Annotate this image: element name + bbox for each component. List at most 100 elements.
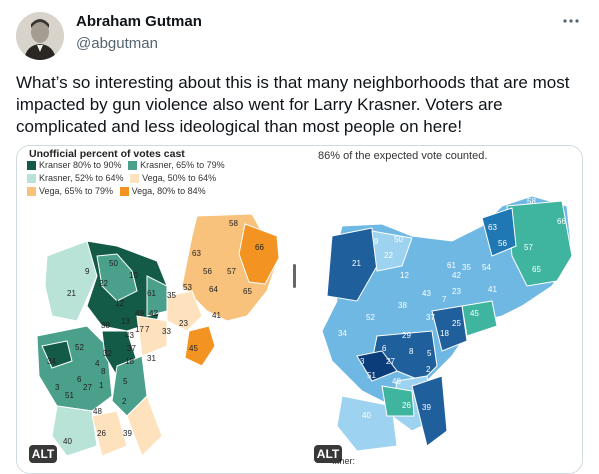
legend-label: Krasner, 65% to 79%: [140, 160, 225, 170]
author-handle[interactable]: @abgutman: [76, 35, 158, 52]
svg-text:6: 6: [77, 375, 82, 384]
svg-text:61: 61: [147, 289, 156, 298]
svg-text:13: 13: [121, 317, 130, 326]
svg-text:7: 7: [442, 295, 447, 304]
left-map-image[interactable]: Unofficial percent of votes cast Kranser…: [17, 146, 300, 473]
svg-text:23: 23: [179, 319, 188, 328]
legend-swatch: [130, 174, 140, 183]
right-legend-partial: ...ner:: [332, 456, 582, 466]
legend-label: Krasner, 52% to 64%: [39, 173, 124, 183]
svg-text:57: 57: [227, 267, 236, 276]
svg-text:26: 26: [402, 401, 411, 410]
svg-text:22: 22: [384, 251, 393, 260]
svg-text:18: 18: [125, 357, 134, 366]
svg-text:58: 58: [229, 219, 238, 228]
svg-text:2: 2: [122, 397, 127, 406]
avatar[interactable]: [16, 12, 64, 60]
svg-text:40: 40: [63, 437, 72, 446]
svg-text:6: 6: [382, 344, 387, 353]
svg-text:42: 42: [452, 271, 461, 280]
svg-text:58: 58: [527, 197, 536, 206]
svg-text:10: 10: [129, 271, 138, 280]
svg-text:21: 21: [352, 259, 361, 268]
svg-text:43: 43: [422, 289, 431, 298]
svg-text:39: 39: [123, 429, 132, 438]
svg-text:41: 41: [488, 285, 497, 294]
legend-item: Kranser 80% to 90%: [27, 160, 122, 171]
svg-text:3: 3: [55, 383, 60, 392]
svg-text:12: 12: [115, 299, 124, 308]
svg-text:37: 37: [426, 313, 435, 322]
svg-text:56: 56: [498, 239, 507, 248]
svg-text:65: 65: [243, 287, 252, 296]
legend-label: Kranser 80% to 90%: [39, 160, 122, 170]
svg-text:63: 63: [192, 249, 201, 258]
svg-text:57: 57: [524, 243, 533, 252]
svg-text:29: 29: [402, 331, 411, 340]
svg-text:8: 8: [409, 347, 414, 356]
left-legend: Kranser 80% to 90% Krasner, 65% to 79% K…: [27, 160, 295, 199]
svg-text:1: 1: [99, 381, 104, 390]
svg-text:38: 38: [398, 301, 407, 310]
svg-text:42: 42: [149, 309, 158, 318]
svg-text:53: 53: [183, 283, 192, 292]
svg-text:22: 22: [99, 279, 108, 288]
legend-item: Vega, 80% to 84%: [119, 186, 206, 197]
svg-text:34: 34: [338, 329, 347, 338]
avatar-portrait: [16, 12, 64, 60]
legend-swatch: [27, 161, 36, 170]
svg-text:54: 54: [482, 263, 491, 272]
svg-text:66: 66: [557, 217, 566, 226]
author-name[interactable]: Abraham Gutman: [76, 13, 202, 30]
scrollbar-thumb[interactable]: [293, 264, 296, 288]
legend-item: Vega, 50% to 64%: [130, 173, 216, 184]
svg-text:21: 21: [67, 289, 76, 298]
legend-swatch: [119, 187, 129, 196]
svg-text:26: 26: [97, 429, 106, 438]
right-legend-heading: ...ner:: [332, 456, 356, 466]
svg-text:50: 50: [394, 235, 403, 244]
svg-text:52: 52: [366, 313, 375, 322]
svg-text:2: 2: [426, 365, 431, 374]
svg-text:9: 9: [374, 237, 379, 246]
svg-text:61: 61: [447, 261, 456, 270]
svg-text:37: 37: [127, 344, 136, 353]
svg-text:39: 39: [422, 403, 431, 412]
svg-text:50: 50: [109, 259, 118, 268]
svg-text:7: 7: [145, 325, 150, 334]
legend-label: Vega, 50% to 64%: [142, 173, 217, 183]
more-icon: [563, 19, 579, 23]
svg-text:17: 17: [135, 325, 144, 334]
svg-text:48: 48: [392, 377, 401, 386]
more-options-button[interactable]: [560, 10, 582, 32]
svg-text:51: 51: [367, 371, 376, 380]
svg-text:23: 23: [452, 287, 461, 296]
right-map-image[interactable]: 86% of the expected vote counted. 58 66 63…: [302, 146, 582, 473]
alt-badge[interactable]: ALT: [314, 445, 342, 463]
tweet-media[interactable]: Unofficial percent of votes cast Kranser…: [16, 145, 583, 474]
alt-badge[interactable]: ALT: [29, 445, 57, 463]
svg-text:66: 66: [255, 243, 264, 252]
svg-text:32: 32: [103, 349, 112, 358]
media-divider: [300, 146, 302, 473]
svg-text:41: 41: [212, 311, 221, 320]
svg-text:34: 34: [47, 357, 56, 366]
tweet-text: What’s so interesting about this is that…: [16, 73, 570, 136]
legend-item: Vega, 65% to 79%: [27, 186, 113, 197]
svg-text:45: 45: [470, 309, 479, 318]
svg-text:48: 48: [93, 407, 102, 416]
svg-text:64: 64: [209, 285, 218, 294]
svg-text:12: 12: [400, 271, 409, 280]
vote-count-caption: 86% of the expected vote counted.: [318, 150, 488, 162]
svg-text:8: 8: [101, 367, 106, 376]
svg-text:5: 5: [123, 377, 128, 386]
svg-text:65: 65: [532, 265, 541, 274]
svg-text:35: 35: [167, 291, 176, 300]
legend-swatch: [128, 161, 138, 170]
legend-title: Unofficial percent of votes cast: [29, 148, 185, 160]
svg-text:51: 51: [65, 391, 74, 400]
svg-text:56: 56: [203, 267, 212, 276]
